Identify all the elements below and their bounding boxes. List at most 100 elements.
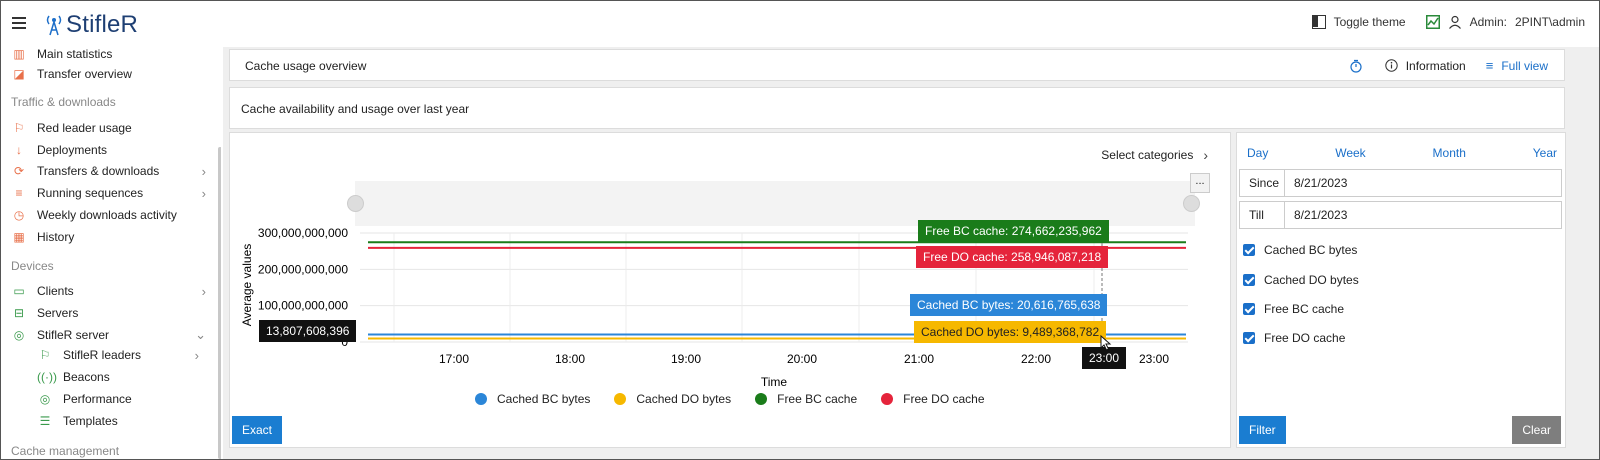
line-chart: 0 100,000,000,000 200,000,000,000 300,000,0…	[240, 226, 1188, 389]
sidebar-item-main-statistics[interactable]: ▥ Main statistics	[11, 47, 206, 63]
monitor-icon: ▭	[13, 284, 25, 298]
chart-menu-button[interactable]: ...	[1190, 173, 1210, 193]
legend-item-free-bc-cache[interactable]: Free BC cache	[755, 392, 857, 406]
sidebar-scrollbar[interactable]	[218, 147, 221, 459]
timer-button[interactable]	[1349, 59, 1363, 73]
y-tick-label: 300,000,000,000	[258, 226, 348, 240]
sidebar-item-running-sequences[interactable]: ≡ Running sequences ›	[11, 184, 206, 202]
y-tick-label: 0	[341, 335, 348, 349]
since-label: Since	[1240, 170, 1285, 196]
mouse-cursor-icon	[1100, 335, 1112, 351]
tooltip-cached-do-bytes: Cached DO bytes: 9,489,368,782	[914, 321, 1107, 343]
server-icon: ⊟	[13, 306, 25, 320]
app-logo[interactable]: StifleR	[44, 11, 138, 39]
top-bar: StifleR Toggle theme Admin: 2PINT\admin	[1, 1, 1599, 47]
clear-button[interactable]: Clear	[1512, 416, 1561, 444]
crosshair-x-label: 23:00	[1082, 347, 1127, 369]
sidebar-item-templates[interactable]: ☰ Templates	[37, 412, 199, 430]
select-categories-button[interactable]: Select categories ›	[1101, 147, 1208, 163]
checkbox-checked-icon	[1243, 332, 1255, 344]
sidebar-item-deployments[interactable]: ↓ Deployments	[11, 141, 206, 159]
checkbox-free-do-cache[interactable]: Free DO cache	[1243, 331, 1345, 345]
gauge-icon: ◎	[39, 392, 51, 406]
sidebar-item-stifler-server[interactable]: ◎ StifleR server ⌄	[11, 326, 206, 344]
section-devices: Devices	[11, 259, 54, 273]
navigator-right-handle[interactable]	[1183, 195, 1200, 212]
legend-item-free-do-cache[interactable]: Free DO cache	[881, 392, 985, 406]
hamburger-menu-icon[interactable]	[12, 17, 26, 29]
period-week[interactable]: Week	[1335, 146, 1366, 160]
sidebar-item-performance[interactable]: ◎ Performance	[37, 390, 199, 408]
x-tick-label: 18:00	[555, 352, 585, 366]
navigator-left-handle[interactable]	[347, 195, 364, 212]
sidebar: ▥ Main statistics ◪ Transfer overview Traf…	[1, 47, 221, 459]
tooltip-cached-bc-bytes: Cached BC bytes: 20,616,765,638	[910, 294, 1108, 316]
sidebar-item-transfers-downloads[interactable]: ⟳ Transfers & downloads ›	[11, 162, 206, 180]
exact-button[interactable]: Exact	[232, 416, 283, 444]
period-day[interactable]: Day	[1247, 146, 1269, 160]
x-tick-label: 22:00	[1021, 352, 1051, 366]
chevron-down-icon: ⌄	[195, 327, 206, 342]
filter-panel: Day Week Month Year Since 8/21/2023 Till…	[1236, 132, 1566, 448]
flag-icon: ⚐	[13, 121, 25, 135]
y-tick-label: 200,000,000,000	[258, 262, 348, 276]
legend-item-cached-bc-bytes[interactable]: Cached BC bytes	[475, 392, 590, 406]
user-icon	[1448, 15, 1461, 29]
sidebar-item-history[interactable]: ▦ History	[11, 228, 206, 246]
period-year[interactable]: Year	[1532, 146, 1557, 160]
user-menu[interactable]: Admin: 2PINT\admin	[1425, 15, 1585, 29]
chart-icon: ▥	[13, 47, 25, 61]
calendar-icon: ▦	[13, 230, 25, 244]
checkbox-checked-icon	[1243, 274, 1255, 286]
since-field[interactable]: Since 8/21/2023	[1239, 169, 1562, 197]
section-traffic-downloads: Traffic & downloads	[11, 95, 116, 109]
list-icon: ≡	[15, 186, 23, 200]
information-button[interactable]: Information	[1384, 59, 1466, 73]
user-label: Admin:	[1469, 15, 1507, 29]
sidebar-item-clients[interactable]: ▭ Clients ›	[11, 282, 206, 300]
sidebar-item-stifler-leaders[interactable]: ⚐ StifleR leaders ›	[37, 346, 199, 364]
chevron-right-icon: ›	[194, 347, 199, 363]
checkbox-cached-do-bytes[interactable]: Cached DO bytes	[1243, 273, 1359, 287]
chart-navigator[interactable]	[355, 181, 1195, 226]
sidebar-item-servers[interactable]: ⊟ Servers	[11, 304, 206, 322]
till-input[interactable]: 8/21/2023	[1294, 208, 1348, 222]
till-field[interactable]: Till 8/21/2023	[1239, 201, 1562, 229]
toggle-theme-button[interactable]: Toggle theme	[1311, 15, 1406, 29]
user-name: 2PINT\admin	[1514, 15, 1585, 29]
y-axis-ticks: 0 100,000,000,000 200,000,000,000 300,000,0…	[258, 226, 348, 349]
download-icon: ↓	[16, 143, 22, 157]
till-label: Till	[1240, 202, 1285, 228]
full-view-button[interactable]: ≡ Full view	[1485, 58, 1548, 73]
checkbox-free-bc-cache[interactable]: Free BC cache	[1243, 302, 1344, 316]
template-icon: ☰	[39, 414, 51, 428]
list-icon: ≡	[1485, 58, 1494, 73]
x-tick-label: 17:00	[439, 352, 469, 366]
overview-header: Cache usage overview Information ≡ Full …	[229, 49, 1565, 81]
beacon-icon: ((·))	[37, 370, 57, 384]
stopwatch-icon	[1350, 59, 1362, 73]
section-cache-management: Cache management	[11, 444, 120, 458]
flag-icon: ⚐	[39, 348, 51, 362]
sidebar-item-transfer-overview[interactable]: ◪ Transfer overview	[11, 65, 206, 83]
checkbox-cached-bc-bytes[interactable]: Cached BC bytes	[1243, 243, 1357, 257]
y-tick-label: 100,000,000,000	[258, 299, 348, 313]
chevron-right-icon: ›	[201, 283, 206, 299]
sidebar-item-beacons[interactable]: ((·)) Beacons	[37, 370, 110, 384]
sidebar-item-red-leader-usage[interactable]: ⚐ Red leader usage	[11, 119, 206, 137]
toggle-theme-label: Toggle theme	[1333, 15, 1406, 29]
period-month[interactable]: Month	[1432, 146, 1466, 160]
x-axis-title: Time	[761, 375, 788, 389]
antenna-icon	[46, 15, 62, 36]
sidebar-item-weekly-downloads[interactable]: ◷ Weekly downloads activity	[11, 206, 206, 224]
filter-button[interactable]: Filter	[1239, 416, 1286, 444]
crosshair-y-label: 13,807,608,396	[259, 320, 357, 342]
overview-subtitle-panel: Cache availability and usage over last y…	[229, 87, 1565, 129]
legend-item-cached-do-bytes[interactable]: Cached DO bytes	[614, 392, 731, 406]
since-input[interactable]: 8/21/2023	[1294, 176, 1348, 190]
tooltip-free-do-cache: Free DO cache: 258,946,087,218	[916, 246, 1109, 268]
overview-subtitle: Cache availability and usage over last y…	[241, 102, 470, 116]
x-tick-label: 20:00	[787, 352, 817, 366]
checkbox-checked-icon	[1243, 303, 1255, 315]
